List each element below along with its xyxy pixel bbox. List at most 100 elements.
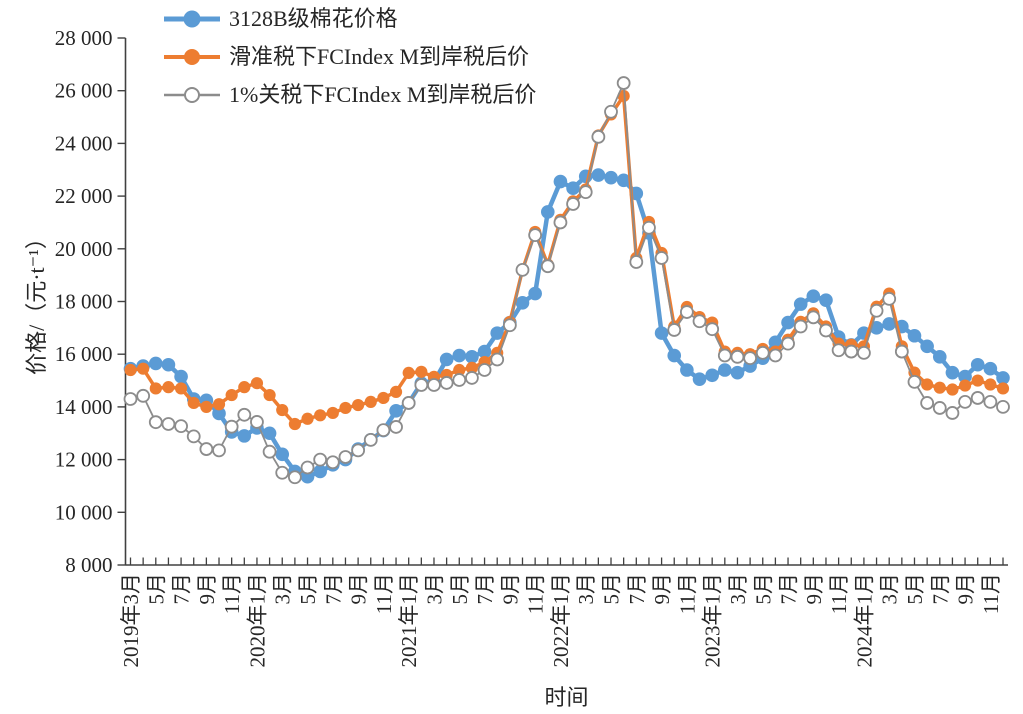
x-tick-label: 2024年1月: [852, 573, 876, 668]
series-1-marker: [465, 361, 479, 375]
series-2-marker: [136, 388, 151, 403]
legend-marker-3128b-icon: [164, 10, 220, 27]
series-2-marker: [465, 371, 479, 385]
series-2-marker: [578, 185, 593, 200]
x-tick-label: 5月: [903, 573, 927, 605]
series-2-marker: [679, 305, 694, 319]
series-2-marker: [642, 220, 656, 235]
x-tick-label: 7月: [625, 573, 649, 605]
series-0-marker: [515, 296, 530, 310]
x-tick-label: 11月: [524, 573, 548, 614]
series-2-marker: [604, 104, 618, 119]
legend-label-3128b: 3128B级棉花价格: [229, 5, 398, 31]
series-0-marker: [692, 372, 707, 387]
series-1-marker: [250, 377, 264, 390]
y-tick-label: 8 000: [65, 553, 112, 577]
series-1-marker: [971, 374, 984, 387]
series-2-marker: [869, 303, 884, 318]
series-2-marker: [490, 352, 505, 367]
series-2-marker: [540, 259, 555, 274]
series-0-marker: [465, 350, 479, 364]
series-2-marker: [237, 407, 252, 422]
legend-item-1pct-tariff: 1%关税下FCIndex M到岸税后价: [163, 80, 536, 109]
series-1-marker: [301, 412, 314, 425]
series-0-marker: [920, 339, 934, 354]
series-0-marker: [490, 326, 505, 340]
series-line-0: [128, 172, 1006, 479]
series-1-marker: [326, 406, 339, 420]
series-0-marker: [819, 293, 833, 307]
series-2-marker: [616, 76, 631, 90]
series-1-marker: [174, 382, 188, 395]
y-tick-label: 12 000: [55, 448, 113, 472]
series-1-marker: [187, 396, 200, 410]
legend-label-1pct-tariff: 1%关税下FCIndex M到岸税后价: [229, 81, 537, 107]
series-1-marker: [377, 391, 390, 405]
series-2-marker: [389, 420, 403, 434]
series-0-marker: [591, 168, 606, 182]
x-tick-label: 9月: [195, 573, 219, 605]
series-2-marker: [793, 319, 808, 334]
series-2-marker: [338, 450, 353, 464]
x-tick-label: 7月: [777, 573, 801, 605]
series-2-marker: [629, 255, 644, 269]
x-tick-label: 3月: [271, 573, 295, 605]
x-tick-label: 5月: [448, 573, 472, 605]
series-2-marker: [300, 460, 315, 475]
series-1-marker: [415, 365, 428, 378]
series-0-marker: [313, 464, 327, 479]
series-1-marker: [162, 381, 175, 394]
series-2-marker: [553, 215, 568, 230]
series-2-marker: [313, 452, 328, 467]
series-2-marker: [148, 415, 163, 430]
x-tick-label: 5月: [751, 573, 775, 605]
legend: 3128B级棉花价格 滑准税下FCIndex M到岸税后价 1%关税下FCInd…: [163, 4, 536, 109]
x-axis-title: 时间: [544, 685, 589, 710]
series-2-marker: [717, 348, 732, 363]
series-0-marker: [174, 369, 188, 384]
series-2-marker: [174, 419, 188, 434]
series-2-marker: [439, 376, 454, 390]
series-2-marker: [806, 310, 821, 325]
series-2-marker: [907, 374, 922, 389]
series-2-marker: [882, 291, 897, 306]
x-tick-label: 2020年1月: [245, 573, 269, 668]
series-0-marker: [477, 344, 492, 359]
series-1-marker: [276, 403, 289, 417]
series-0-marker: [212, 406, 226, 421]
x-tick-label: 3月: [574, 573, 598, 605]
series-2-marker: [958, 394, 972, 409]
series-1-marker: [149, 382, 162, 395]
y-tick-label: 16 000: [55, 342, 113, 366]
series-0-marker: [667, 348, 682, 363]
series-0-marker: [275, 447, 290, 462]
y-tick-label: 20 000: [55, 237, 113, 261]
legend-marker-1pct-tariff-icon: [164, 86, 220, 103]
series-2-marker: [781, 336, 795, 351]
series-2-marker: [452, 373, 467, 387]
x-tick-label: 3月: [878, 573, 902, 605]
legend-label-sliding-duty: 滑准税下FCIndex M到岸税后价: [229, 43, 530, 69]
series-2-marker: [819, 323, 833, 338]
series-0-marker: [932, 350, 947, 364]
series-2-marker: [705, 322, 720, 337]
series-1-marker: [225, 388, 238, 402]
x-tick-label: 11月: [979, 573, 1003, 614]
series-1-marker: [364, 395, 377, 408]
x-tick-label: 7月: [473, 573, 497, 605]
series-1-marker: [314, 409, 327, 422]
series-1-marker: [212, 398, 226, 411]
series-1-marker: [933, 381, 946, 394]
series-2-marker: [983, 394, 998, 409]
series-0-marker: [970, 357, 985, 372]
series-2-marker: [515, 262, 530, 277]
y-tick-label: 22 000: [55, 184, 113, 208]
series-1-marker: [352, 398, 365, 412]
y-tick-label: 18 000: [55, 290, 113, 314]
series-2-marker: [654, 251, 669, 265]
series-0-marker: [680, 363, 694, 377]
series-1-marker: [389, 385, 403, 398]
series-0-marker: [616, 173, 631, 188]
series-2-marker: [123, 392, 138, 406]
